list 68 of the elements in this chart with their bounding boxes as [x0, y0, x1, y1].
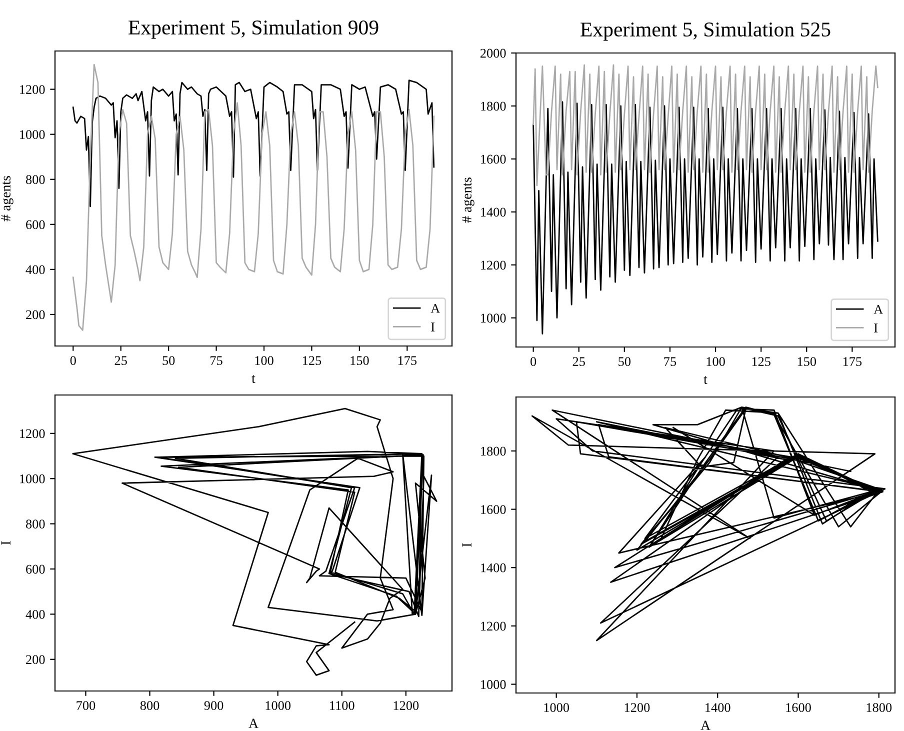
- y-tick-label: 1200: [20, 85, 45, 94]
- x-tick-label: 800: [140, 701, 160, 710]
- legend-label: I: [431, 322, 435, 332]
- y-tick-label: 1400: [481, 208, 506, 217]
- x-axis-title: A: [248, 718, 258, 728]
- x-axis-title: t: [704, 376, 708, 384]
- x-tick-label: 150: [798, 357, 816, 366]
- x-axis-title: A: [700, 720, 710, 730]
- x-tick-label: 175: [843, 357, 862, 366]
- x-tick-label: 900: [204, 701, 224, 710]
- y-tick-label: 200: [26, 655, 45, 664]
- line-series: [531, 406, 886, 642]
- chart-title: Experiment 5, Simulation 909: [128, 20, 378, 39]
- x-tick-label: 1600: [786, 703, 811, 712]
- y-tick-label: 2000: [480, 48, 506, 58]
- y-tick-label: 1000: [481, 680, 506, 689]
- y-tick-label: 1200: [20, 429, 45, 438]
- line-series: [72, 408, 438, 676]
- x-tick-label: 1000: [266, 701, 291, 710]
- y-tick-label: 1000: [481, 314, 506, 323]
- x-tick-label: 0: [70, 356, 76, 366]
- x-tick-label: 1200: [624, 703, 650, 712]
- y-tick-label: 600: [26, 564, 45, 574]
- legend-label: I: [874, 324, 878, 332]
- y-axis-title: I: [1, 541, 10, 545]
- y-tick-label: 600: [26, 220, 45, 230]
- y-tick-label: 1000: [20, 474, 45, 484]
- x-tick-label: 150: [350, 356, 369, 366]
- x-tick-label: 50: [618, 357, 631, 366]
- y-tick-label: 800: [26, 520, 45, 528]
- y-axis-title: # agents: [462, 178, 474, 223]
- x-tick-label: 700: [76, 701, 96, 710]
- x-tick-label: 50: [162, 356, 175, 366]
- line-series: [532, 64, 878, 186]
- y-tick-label: 400: [26, 610, 45, 619]
- x-tick-label: 1000: [544, 703, 570, 712]
- x-tick-label: 25: [114, 356, 127, 366]
- x-tick-label: 75: [664, 357, 676, 366]
- chart-title: Experiment 5, Simulation 525: [580, 22, 830, 41]
- x-tick-label: 1800: [866, 703, 892, 712]
- x-tick-label: 1100: [330, 701, 354, 710]
- y-tick-label: 1000: [20, 130, 45, 140]
- y-tick-label: 1800: [481, 102, 506, 111]
- x-tick-label: 0: [530, 357, 536, 366]
- y-tick-label: 1600: [481, 154, 506, 164]
- x-tick-label: 1400: [706, 703, 730, 712]
- y-axis-title: I: [462, 543, 472, 547]
- x-axis-title: t: [252, 375, 256, 384]
- y-tick-label: 400: [26, 265, 45, 274]
- line-series: [72, 80, 435, 208]
- y-tick-label: 1800: [481, 446, 506, 456]
- x-tick-label: 125: [752, 357, 770, 366]
- x-tick-label: 125: [302, 356, 322, 366]
- legend-label: A: [874, 304, 884, 314]
- x-tick-label: 100: [706, 357, 725, 366]
- x-tick-label: 25: [572, 357, 585, 366]
- x-tick-label: 1200: [394, 701, 419, 710]
- y-tick-label: 1200: [481, 260, 506, 270]
- y-tick-label: 1600: [481, 505, 506, 514]
- x-tick-label: 100: [255, 356, 274, 366]
- y-tick-label: 1200: [481, 622, 506, 631]
- y-tick-label: 200: [26, 310, 45, 320]
- x-tick-label: 175: [398, 356, 417, 366]
- x-tick-label: 75: [210, 356, 222, 366]
- y-tick-label: 1400: [481, 563, 506, 572]
- y-tick-label: 800: [26, 175, 45, 184]
- y-axis-title: # agents: [1, 176, 14, 222]
- legend-label: A: [430, 304, 440, 313]
